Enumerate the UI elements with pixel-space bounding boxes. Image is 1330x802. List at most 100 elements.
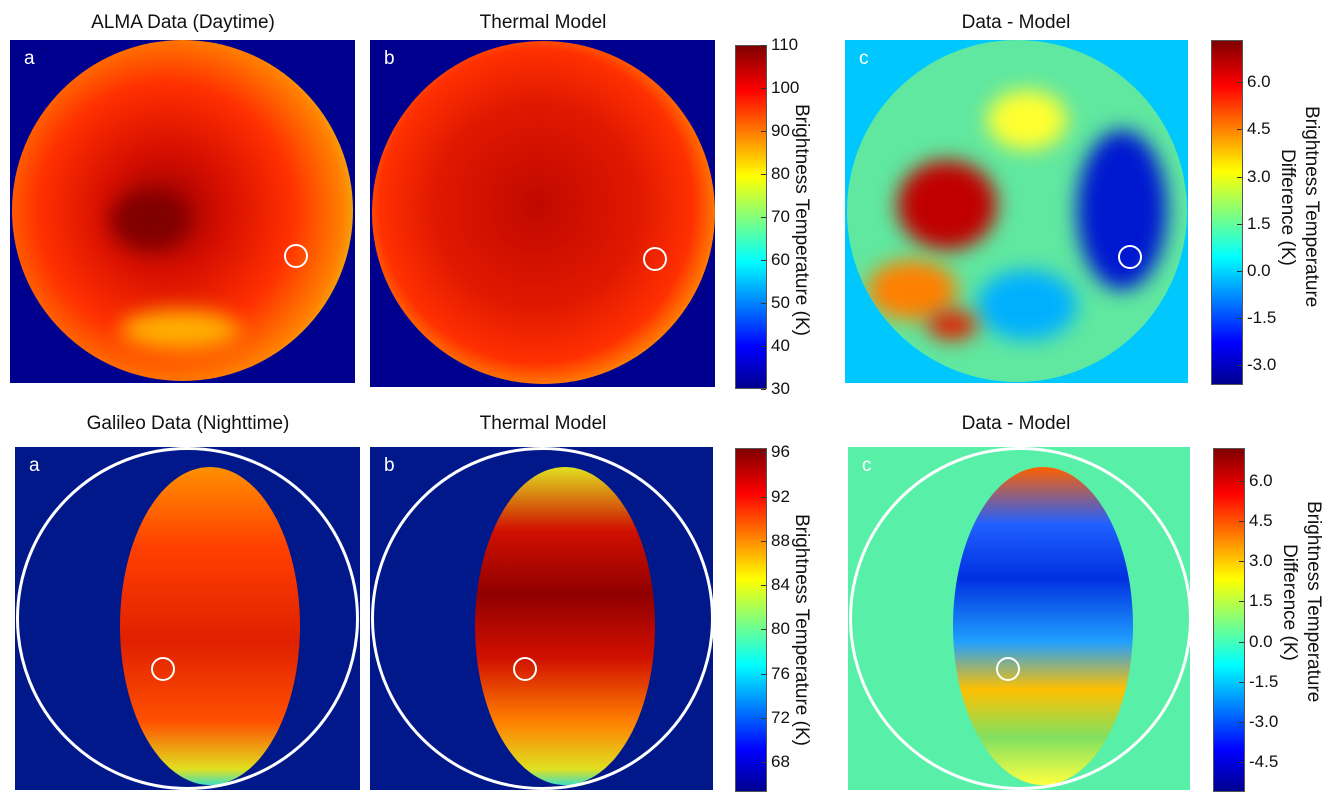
- colorbar-tick-label: 68: [771, 752, 790, 772]
- colorbar-tick-mark: [1237, 82, 1242, 84]
- colorbar-tick-mark: [761, 496, 766, 498]
- colorbar-tick-label: 4.5: [1249, 511, 1273, 531]
- colorbar-tick-label: 72: [771, 707, 790, 727]
- colorbar-label-line2: Difference (K): [1277, 148, 1298, 266]
- colorbar-tick-label: 6.0: [1249, 471, 1273, 491]
- colorbar-tick-label: 110: [771, 35, 799, 54]
- colorbar-tick-label: -4.5: [1249, 751, 1279, 771]
- colorbar-tick-label: 1.5: [1247, 213, 1271, 233]
- marker-circle: [151, 657, 175, 681]
- marker-circle: [996, 657, 1020, 681]
- colorbar-tick-label: 1.5: [1249, 591, 1273, 611]
- colorbar-tick-label: -3.0: [1247, 354, 1277, 374]
- colorbar-tick-mark: [1237, 317, 1242, 319]
- colorbar-tick-mark: [1239, 561, 1244, 563]
- colorbar-tick-label: 6.0: [1247, 72, 1271, 92]
- marker-circle: [513, 657, 537, 681]
- colorbar-tick-label: 30: [771, 379, 790, 398]
- diff-night-map: c: [848, 447, 1190, 790]
- colorbar-tick-mark: [761, 585, 766, 587]
- colorbar-tick-mark: [1239, 761, 1244, 763]
- colorbar-tick-label: 0.0: [1249, 631, 1273, 651]
- colorbar-tick-mark: [761, 389, 766, 390]
- colorbar-tick-label: 80: [771, 619, 790, 639]
- colorbar-label: Brightness Temperature Difference (K): [1278, 477, 1324, 727]
- colorbar-tick-mark: [761, 88, 766, 89]
- colorbar-tick-label: -3.0: [1249, 711, 1279, 731]
- colorbar-tick-label: 96: [771, 442, 790, 462]
- colorbar-tick-label: -1.5: [1247, 307, 1277, 327]
- colorbar-label-line2: Difference (K): [1279, 543, 1300, 661]
- marker-circle: [1118, 245, 1142, 269]
- limb-circle: [849, 447, 1190, 790]
- temperature-colorbar-night: [735, 448, 767, 792]
- alma-data-map: a: [10, 40, 355, 383]
- colorbar-tick-mark: [1237, 223, 1242, 225]
- diff-day-map: c: [845, 40, 1188, 383]
- panel-label-b: b: [384, 48, 395, 69]
- colorbar-tick-mark: [761, 452, 766, 454]
- colorbar-tick-label: 90: [771, 121, 790, 140]
- galileo-data-map: a: [15, 447, 360, 790]
- colorbar-label: Brightness Temperature (K): [791, 104, 812, 336]
- colorbar-tick-mark: [761, 762, 766, 764]
- colorbar-tick-mark: [761, 303, 766, 304]
- colorbar-tick-mark: [761, 346, 766, 347]
- panel-label-c: c: [859, 48, 869, 69]
- colorbar-tick-mark: [1239, 521, 1244, 523]
- colorbar-tick-label: 100: [771, 78, 800, 97]
- colorbar-tick-label: 70: [771, 207, 790, 226]
- colorbar-tick-mark: [1239, 681, 1244, 683]
- panel-label-a: a: [24, 48, 35, 69]
- colorbar-label-line1: Brightness Temperature: [1301, 106, 1322, 308]
- colorbar-tick-mark: [1239, 641, 1244, 643]
- colorbar-tick-label: -1.5: [1249, 671, 1279, 691]
- colorbar-tick-mark: [761, 45, 766, 46]
- thermal-model-day-map: b: [370, 40, 715, 387]
- colorbar-tick-mark: [1239, 481, 1244, 483]
- difference-colorbar-day: [1211, 40, 1243, 385]
- colorbar-tick-mark: [761, 260, 766, 261]
- colorbar-label: Brightness Temperature Difference (K): [1276, 82, 1322, 332]
- colorbar-tick-mark: [1237, 176, 1242, 178]
- colorbar-tick-label: 3.0: [1247, 166, 1271, 186]
- difference-colorbar-night: [1213, 448, 1245, 792]
- colorbar-label: Brightness Temperature (K): [791, 514, 812, 746]
- limb-circle: [371, 447, 713, 790]
- colorbar-tick-label: 0.0: [1247, 260, 1271, 280]
- title-diff-night: Data - Model: [961, 413, 1071, 434]
- title-galileo-data: Galileo Data (Nighttime): [86, 413, 290, 434]
- limb-circle: [16, 447, 359, 790]
- colorbar-tick-mark: [761, 131, 766, 132]
- thermal-model-night-map: b: [370, 447, 713, 790]
- colorbar-tick-label: 80: [771, 164, 790, 183]
- colorbar-tick-mark: [761, 217, 766, 218]
- colorbar-tick-label: 92: [771, 486, 790, 506]
- colorbar-tick-mark: [1239, 601, 1244, 603]
- colorbar-tick-label: 76: [771, 663, 790, 683]
- colorbar-tick-mark: [761, 174, 766, 175]
- colorbar-label-line1: Brightness Temperature: [1303, 501, 1324, 703]
- panel-label-c: c: [862, 455, 872, 476]
- panel-label-b: b: [384, 455, 395, 476]
- colorbar-tick-label: 60: [771, 250, 790, 269]
- colorbar-tick-mark: [1239, 721, 1244, 723]
- title-alma-data: ALMA Data (Daytime): [91, 12, 275, 33]
- colorbar-tick-label: 40: [771, 336, 790, 355]
- colorbar-tick-label: 84: [771, 575, 790, 595]
- colorbar-tick-label: 4.5: [1247, 119, 1271, 139]
- colorbar-tick-mark: [761, 629, 766, 631]
- title-thermal-model-day: Thermal Model: [479, 12, 607, 33]
- marker-circle: [284, 244, 308, 268]
- colorbar-tick-mark: [761, 540, 766, 542]
- colorbar-tick-mark: [1237, 364, 1242, 366]
- colorbar-tick-mark: [761, 673, 766, 675]
- colorbar-tick-label: 50: [771, 293, 790, 312]
- colorbar-tick-label: 88: [771, 530, 790, 550]
- title-thermal-model-night: Thermal Model: [479, 413, 607, 434]
- title-diff-day: Data - Model: [961, 12, 1071, 33]
- marker-circle: [643, 247, 667, 271]
- colorbar-tick-mark: [1237, 270, 1242, 272]
- panel-label-a: a: [29, 455, 40, 476]
